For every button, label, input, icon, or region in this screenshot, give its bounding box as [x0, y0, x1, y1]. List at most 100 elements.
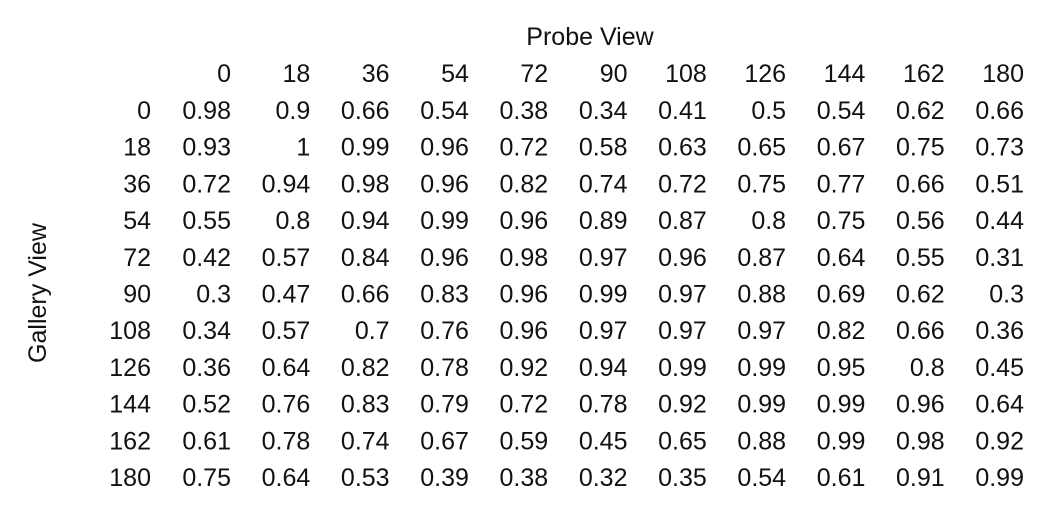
table-cell: 0.94: [262, 170, 311, 198]
table-cell: 0.91: [896, 464, 945, 492]
table-cell: 0.65: [658, 427, 707, 455]
table-cell: 0.39: [420, 464, 469, 492]
table-cell: 0.56: [896, 207, 945, 235]
table-cell: 0.44: [975, 207, 1024, 235]
column-header: 126: [744, 60, 786, 88]
table-cell: 0.75: [737, 170, 786, 198]
table-cell: 0.75: [817, 207, 866, 235]
table-cell: 0.61: [182, 427, 231, 455]
column-header: 162: [903, 60, 945, 88]
table-cell: 0.72: [182, 170, 231, 198]
table-cell: 0.97: [658, 281, 707, 309]
row-header: 18: [123, 134, 151, 162]
column-header: 90: [600, 60, 628, 88]
table-cell: 0.97: [579, 244, 628, 272]
x-axis-title: Probe View: [526, 23, 654, 51]
row-header: 0: [137, 97, 151, 125]
table-cell: 0.54: [737, 464, 786, 492]
table-cell: 0.62: [896, 281, 945, 309]
table-cell: 0.96: [658, 244, 707, 272]
table-cell: 0.74: [579, 170, 628, 198]
table-cell: 0.57: [262, 244, 311, 272]
table-cell: 0.41: [658, 97, 707, 125]
table-cell: 0.55: [896, 244, 945, 272]
table-cell: 0.99: [737, 354, 786, 382]
table-cell: 0.94: [341, 207, 390, 235]
table-cell: 0.67: [420, 427, 469, 455]
table-cell: 0.66: [975, 97, 1024, 125]
table-cell: 0.99: [658, 354, 707, 382]
row-header: 54: [123, 207, 151, 235]
column-header: 144: [824, 60, 866, 88]
table-cell: 0.96: [420, 134, 469, 162]
table-cell: 0.3: [196, 281, 231, 309]
table-cell: 0.76: [262, 391, 311, 419]
table-cell: 0.54: [420, 97, 469, 125]
table-cell: 0.75: [182, 464, 231, 492]
table-cell: 0.98: [896, 427, 945, 455]
table-cell: 0.57: [262, 317, 311, 345]
table-cell: 0.73: [975, 134, 1024, 162]
y-axis-title: Gallery View: [24, 222, 52, 363]
table-cell: 0.64: [817, 244, 866, 272]
table-cell: 0.87: [737, 244, 786, 272]
table-cell: 0.66: [341, 97, 390, 125]
table-cell: 0.38: [500, 97, 549, 125]
table-cell: 0.78: [579, 391, 628, 419]
table-cell: 0.78: [262, 427, 311, 455]
table-cell: 0.61: [817, 464, 866, 492]
table-cell: 0.96: [500, 207, 549, 235]
table-cell: 0.89: [579, 207, 628, 235]
row-headers: 0 18 36 54 72 90 108 126 144 162 180: [109, 97, 151, 492]
table-cell: 0.66: [896, 170, 945, 198]
table-cell: 0.8: [751, 207, 786, 235]
table-cell: 0.99: [341, 134, 390, 162]
table-cell: 0.98: [500, 244, 549, 272]
table-cell: 0.64: [262, 354, 311, 382]
table-cell: 0.98: [341, 170, 390, 198]
row-header: 126: [109, 354, 151, 382]
table-cell: 0.79: [420, 391, 469, 419]
table-cell: 0.52: [182, 391, 231, 419]
row-header: 162: [109, 427, 151, 455]
table-cell: 0.5: [751, 97, 786, 125]
table-cell: 0.78: [420, 354, 469, 382]
row-header: 108: [109, 317, 151, 345]
table-cell: 0.36: [182, 354, 231, 382]
table-cell: 0.83: [341, 391, 390, 419]
table-cell: 0.87: [658, 207, 707, 235]
table-cell: 0.88: [737, 427, 786, 455]
table-cell: 0.97: [658, 317, 707, 345]
table-cell: 0.45: [975, 354, 1024, 382]
table-cell: 0.82: [500, 170, 549, 198]
column-header: 72: [520, 60, 548, 88]
table-cell: 0.96: [420, 170, 469, 198]
column-header: 180: [982, 60, 1024, 88]
row-header: 144: [109, 391, 151, 419]
table-cell: 0.67: [817, 134, 866, 162]
table-cell: 0.76: [420, 317, 469, 345]
table-cell: 0.99: [420, 207, 469, 235]
table-cell: 0.72: [658, 170, 707, 198]
table-cell: 0.95: [817, 354, 866, 382]
table-cell: 0.96: [500, 281, 549, 309]
table-cell: 0.38: [500, 464, 549, 492]
column-header: 18: [282, 60, 310, 88]
table-cell: 0.96: [500, 317, 549, 345]
table-cell: 0.99: [737, 391, 786, 419]
table-cell: 0.47: [262, 281, 311, 309]
table-cell: 0.96: [420, 244, 469, 272]
table-cell: 0.34: [579, 97, 628, 125]
table-cell: 0.83: [420, 281, 469, 309]
table-cell: 0.99: [817, 391, 866, 419]
table-cell: 0.66: [341, 281, 390, 309]
row-header: 72: [123, 244, 151, 272]
table-cell: 0.88: [737, 281, 786, 309]
table-cell: 0.35: [658, 464, 707, 492]
table-cell: 0.84: [341, 244, 390, 272]
table-cell: 0.8: [276, 207, 311, 235]
table-cell: 0.72: [500, 134, 549, 162]
table-cell: 0.75: [896, 134, 945, 162]
table-cell: 0.82: [341, 354, 390, 382]
